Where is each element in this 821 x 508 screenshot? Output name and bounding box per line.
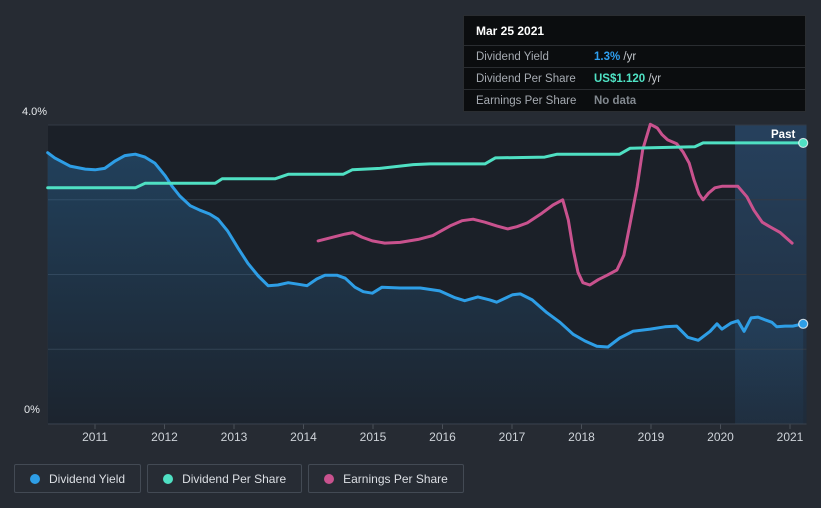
dividend-yield-dot-icon (30, 473, 40, 484)
tooltip-label: Earnings Per Share (476, 94, 577, 107)
x-tick-label: 2017 (499, 430, 526, 444)
series-line (46, 141, 805, 190)
legend-item-dividend-yield[interactable]: Dividend Yield (14, 464, 142, 493)
legend-label: Earnings Per Share (343, 471, 448, 486)
series-end-marker[interactable] (798, 137, 809, 149)
chart-tooltip: Mar 25 2021 Dividend Yield 1.3% /yr Divi… (463, 15, 806, 112)
series-end-marker[interactable] (798, 318, 809, 329)
past-annotation: Past (771, 129, 796, 141)
chart-legend: Dividend Yield Dividend Per Share Earnin… (14, 464, 464, 493)
area-fill (47, 152, 804, 424)
tooltip-value: US$1.120 /yr (594, 72, 662, 85)
tooltip-label: Dividend Per Share (476, 72, 576, 85)
tooltip-label: Dividend Yield (476, 50, 549, 63)
x-tick-label: 2013 (221, 430, 248, 444)
x-tick-label: 2015 (360, 430, 387, 444)
x-tick-label: 2018 (568, 430, 595, 444)
tooltip-row-dividend-per-share: Dividend Per Share US$1.120 /yr (464, 67, 805, 89)
tooltip-date: Mar 25 2021 (476, 24, 545, 38)
x-tick-label: 2012 (151, 430, 178, 444)
tooltip-value: 1.3% /yr (594, 50, 637, 63)
series-line (46, 151, 805, 349)
legend-item-earnings-per-share[interactable]: Earnings Per Share (308, 464, 464, 493)
series-line (316, 122, 794, 287)
x-tick-label: 2021 (777, 430, 804, 444)
earnings-per-share-dot-icon (324, 473, 335, 484)
tooltip-row-dividend-yield: Dividend Yield 1.3% /yr (464, 45, 805, 67)
legend-label: Dividend Yield (49, 471, 126, 486)
x-tick-label: 2014 (290, 430, 317, 444)
x-tick-label: 2019 (638, 430, 665, 444)
x-tick-label: 2016 (429, 430, 456, 444)
legend-label: Dividend Per Share (182, 471, 287, 486)
y-axis-top-label: 4.0% (22, 106, 48, 118)
tooltip-value: No data (594, 94, 637, 107)
y-axis-bottom-label: 0% (24, 404, 40, 416)
legend-item-dividend-per-share[interactable]: Dividend Per Share (147, 464, 303, 493)
dividend-per-share-dot-icon (163, 473, 174, 484)
tooltip-row-earnings-per-share: Earnings Per Share No data (464, 89, 805, 111)
x-tick-label: 2011 (82, 430, 108, 444)
x-tick-label: 2020 (707, 430, 734, 444)
